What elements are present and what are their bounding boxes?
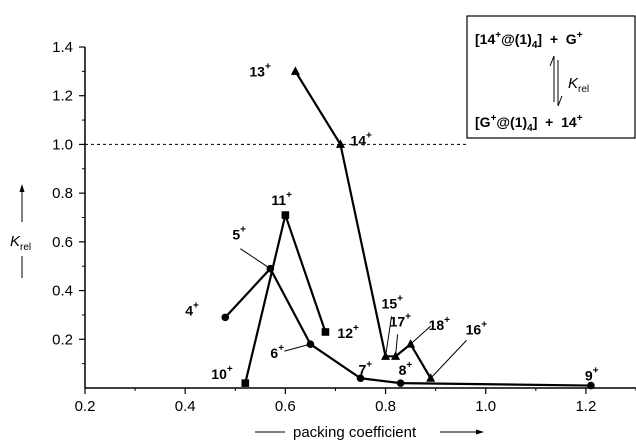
- point-11-square: [281, 211, 290, 219]
- x-axis-title: packing coefficient: [293, 424, 417, 441]
- point-label-4: 4+: [185, 300, 199, 318]
- point-6-circle: [306, 340, 315, 348]
- point-14-triangle: [335, 139, 345, 148]
- point-16-triangle: [426, 373, 436, 382]
- point-label-9: 9+: [585, 366, 599, 384]
- point-label-5: 5+: [232, 225, 246, 243]
- point-10-square: [241, 379, 250, 387]
- point-label-11: 11+: [271, 190, 292, 208]
- y-axis-arrow-head: [19, 184, 25, 192]
- point-12-square: [321, 328, 330, 336]
- y-axis-title: Krel: [10, 233, 31, 253]
- equilibrium-box: [466, 15, 636, 139]
- y-tick-label: 1.0: [52, 136, 73, 153]
- x-tick-label: 0.6: [275, 398, 296, 415]
- point-13-triangle: [290, 66, 300, 75]
- point-label-10: 10+: [211, 364, 233, 382]
- point-label-18: 18+: [429, 315, 451, 333]
- equilibrium-arrow-down-head: [557, 95, 563, 107]
- point-9-circle: [587, 381, 595, 390]
- point-7-circle: [356, 374, 365, 383]
- label-connector-15: [385, 316, 393, 357]
- point-4-circle: [221, 313, 230, 322]
- x-tick-label: 1.0: [475, 398, 496, 415]
- point-label-16: 16+: [466, 319, 488, 337]
- y-tick-label: 0.8: [52, 185, 73, 202]
- point-label-17: 17+: [390, 311, 412, 329]
- point-8-circle: [396, 379, 405, 387]
- equilibrium-top-line: [14+@(1)4] + G+: [475, 30, 583, 51]
- x-tick-label: 0.8: [375, 398, 396, 415]
- point-5-circle: [266, 264, 275, 273]
- y-tick-label: 1.4: [52, 39, 73, 56]
- label-connector-6: [284, 343, 311, 352]
- label-connector-5: [240, 248, 271, 270]
- circle-series-line: [224, 267, 591, 387]
- y-tick-label: 0.2: [52, 331, 73, 348]
- x-axis-arrow-head: [476, 429, 484, 435]
- triangle-series-line: [294, 70, 432, 379]
- point-label-13: 13+: [249, 61, 271, 79]
- point-15-triangle: [381, 351, 391, 360]
- equilibrium-k-label: Krel: [568, 75, 589, 95]
- point-label-7: 7+: [359, 359, 373, 377]
- label-connector-16: [430, 339, 467, 379]
- label-connector-18: [410, 325, 431, 345]
- point-label-12: 12+: [337, 323, 359, 341]
- x-tick-label: 0.4: [175, 398, 196, 415]
- equilibrium-bottom-line: [G+@(1)4] + 14+: [475, 113, 583, 134]
- x-tick-label: 0.2: [75, 398, 96, 415]
- x-tick-label: 1.2: [575, 398, 596, 415]
- y-tick-label: 1.2: [52, 88, 73, 105]
- point-label-14: 14+: [350, 130, 372, 148]
- y-tick-label: 0.4: [52, 283, 73, 300]
- point-label-8: 8+: [399, 360, 413, 378]
- equilibrium-arrow-up-head: [549, 55, 555, 67]
- point-17-triangle: [391, 351, 401, 360]
- point-18-triangle: [406, 339, 416, 348]
- y-tick-label: 0.6: [52, 234, 73, 251]
- point-label-15: 15+: [382, 293, 404, 311]
- point-label-6: 6+: [270, 343, 284, 361]
